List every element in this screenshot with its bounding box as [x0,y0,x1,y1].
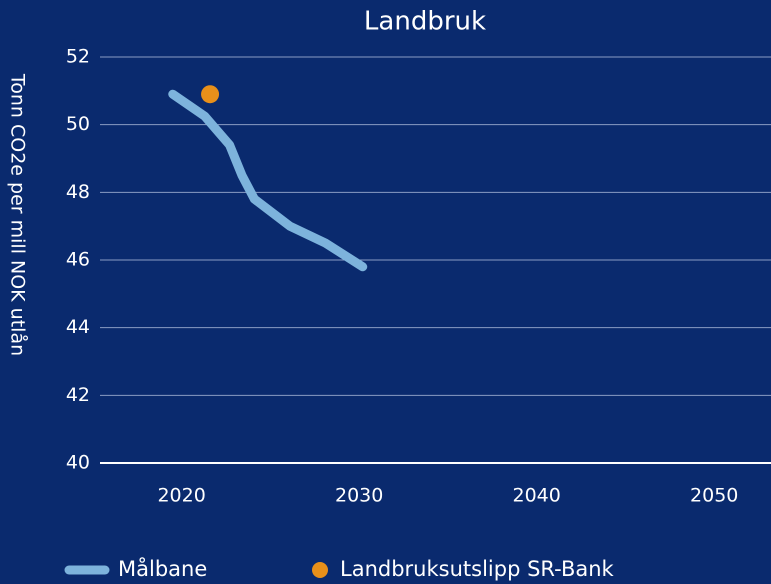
x-tick-label: 2020 [157,485,205,507]
y-tick-label: 46 [66,249,90,271]
y-tick-label: 44 [66,316,90,338]
legend-swatch [312,562,328,578]
x-tick-label: 2040 [513,485,561,507]
scatter-point [201,85,220,104]
y-tick-label: 42 [66,384,90,406]
chart-title: Landbruk [364,7,486,37]
y-tick-label: 48 [66,181,90,203]
legend-label: Målbane [118,556,207,581]
y-tick-label: 52 [66,46,90,68]
x-tick-label: 2030 [335,485,383,507]
y-axis-title: Tonn CO2e per mill NOK utlån [7,73,30,356]
line-series [168,89,368,272]
legend-label: Landbruksutslipp SR-Bank [340,557,615,581]
y-tick-label: 50 [66,113,90,135]
x-tick-label: 2050 [690,485,738,507]
y-tick-label: 40 [66,452,90,474]
